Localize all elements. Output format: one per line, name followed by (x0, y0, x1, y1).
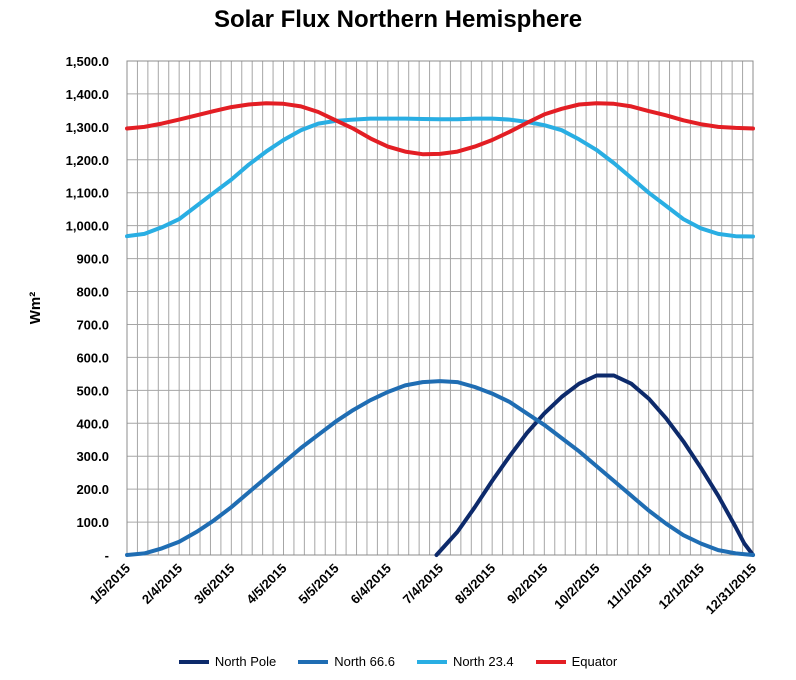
plot-border (126, 60, 754, 556)
legend-label: North 23.4 (452, 654, 514, 669)
x-tick-label: 10/2/2015 (551, 561, 603, 613)
y-tick-label: 1,000.0 (66, 219, 109, 234)
legend-label: North Pole (214, 654, 277, 669)
legend: North Pole North 66.6 North 23.4 Equator (0, 654, 796, 669)
series-line-north-66-6 (125, 379, 755, 557)
y-tick-label: 400.0 (76, 416, 109, 431)
legend-swatch (535, 659, 566, 664)
x-tick-label: 3/6/2015 (191, 561, 237, 607)
y-tick-label: 900.0 (76, 252, 109, 267)
y-tick-label: 700.0 (76, 317, 109, 332)
y-axis-ticks: - 100.0 200.0 300.0 400.0 500.0 600.0 700.0 800.… (66, 54, 109, 563)
line-chart: - 100.0 200.0 300.0 400.0 500.0 600.0 700.0 800.… (27, 54, 759, 618)
y-axis-label: Wm² (27, 292, 44, 325)
x-tick-label: 5/5/2015 (295, 561, 341, 607)
x-tick-label: 8/3/2015 (452, 561, 498, 607)
y-tick-label: 1,100.0 (66, 186, 109, 201)
series-line-north-pole (434, 373, 755, 557)
y-tick-label: 1,200.0 (66, 153, 109, 168)
y-tick-label: 1,400.0 (66, 87, 109, 102)
y-tick-label: 300.0 (76, 449, 109, 464)
legend-item: North 66.6 (298, 654, 395, 669)
x-tick-label: 12/1/2015 (655, 561, 707, 613)
y-tick-label: - (105, 548, 109, 563)
legend-label: Equator (571, 654, 618, 669)
x-tick-label: 6/4/2015 (348, 561, 394, 607)
series-lines (125, 101, 755, 557)
legend-item: North 23.4 (416, 654, 514, 669)
x-tick-label: 4/5/2015 (243, 561, 289, 607)
x-tick-label: 9/2/2015 (504, 561, 550, 607)
chart-title: Solar Flux Northern Hemisphere (213, 6, 583, 33)
series-line-equator (125, 101, 755, 157)
x-tick-label: 1/5/2015 (87, 561, 133, 607)
y-tick-label: 500.0 (76, 383, 109, 398)
x-tick-label: 11/1/2015 (604, 561, 655, 612)
x-tick-label: 7/4/2015 (400, 561, 446, 607)
x-axis-ticks: 1/5/2015 2/4/2015 3/6/2015 4/5/2015 5/5/2015… (87, 561, 759, 618)
series-line-north-23-4 (125, 116, 755, 239)
y-tick-label: 200.0 (76, 482, 109, 497)
y-tick-label: 100.0 (76, 515, 109, 530)
legend-swatch (178, 659, 209, 664)
x-tick-label: 12/31/2015 (702, 561, 759, 618)
y-tick-label: 600.0 (76, 350, 109, 365)
x-tick-label: 2/4/2015 (139, 561, 185, 607)
legend-item: Equator (535, 654, 618, 669)
legend-swatch (416, 659, 447, 664)
y-tick-label: 1,300.0 (66, 120, 109, 135)
legend-item: North Pole (178, 654, 277, 669)
y-tick-label: 800.0 (76, 285, 109, 300)
grid (126, 60, 754, 556)
legend-label: North 66.6 (334, 654, 395, 669)
legend-swatch (298, 659, 329, 664)
y-tick-label: 1,500.0 (66, 54, 109, 69)
